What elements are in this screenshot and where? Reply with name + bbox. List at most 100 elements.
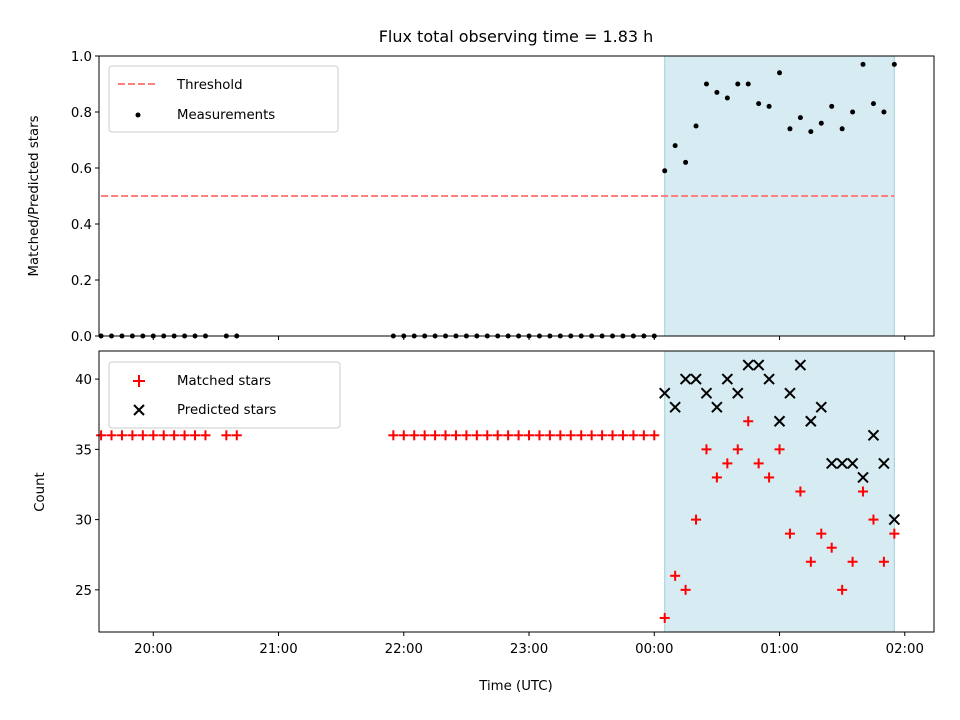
measurement-point: [766, 103, 772, 109]
measurement-point: [839, 126, 845, 132]
bottom-y-axis-label: Count: [33, 472, 48, 512]
predicted-star-point: [846, 457, 859, 470]
predicted-star-point: [752, 359, 765, 371]
legend-measurements-swatch: [135, 112, 141, 118]
predicted-star-point: [721, 373, 734, 385]
measurement-point: [735, 81, 741, 87]
matched-star-point: [450, 430, 461, 441]
predicted-star-point: [659, 387, 671, 399]
measurement-point: [714, 89, 720, 95]
matched-star-point: [649, 430, 660, 441]
measurement-point: [870, 101, 876, 107]
measurement-point: [787, 126, 793, 132]
matched-star-point: [440, 430, 451, 441]
matched-star-point: [555, 430, 566, 441]
predicted-star-point: [700, 387, 713, 399]
predicted-star-point: [826, 457, 838, 470]
measurement-point: [818, 120, 824, 126]
measurement-point: [860, 61, 866, 67]
legend-measurements-label: Measurements: [177, 108, 275, 123]
matched-star-point: [524, 430, 535, 441]
matched-star-point: [826, 542, 837, 553]
matched-star-point: [503, 430, 514, 441]
y-tick-label: 30: [75, 514, 92, 529]
y-tick-label: 25: [75, 584, 92, 599]
measurement-point: [724, 95, 730, 101]
bottom-legend-box: [108, 361, 341, 429]
y-tick-label: 40: [75, 373, 92, 388]
x-tick-label: 02:00: [886, 642, 924, 657]
predicted-star-point: [773, 415, 786, 427]
predicted-star-point: [867, 429, 880, 442]
matched-star-point: [179, 430, 190, 441]
matched-star-point: [597, 430, 608, 441]
matched-star-point: [586, 430, 597, 441]
bottom-legend: Matched stars Predicted stars: [108, 361, 341, 429]
x-tick-label: 00:00: [635, 642, 673, 657]
top-panel: 0.0 0.2 0.4 0.6 0.8 1.0 Matched/Predicted sta…: [27, 50, 935, 345]
matched-star-point: [492, 430, 503, 441]
measurement-point: [703, 81, 709, 87]
predicted-star-point: [794, 359, 807, 371]
measurement-point: [693, 123, 699, 129]
matched-star-point: [513, 430, 524, 441]
matched-star-point: [837, 584, 848, 595]
matched-star-point: [471, 430, 482, 441]
predicted-star-point: [878, 457, 890, 470]
matched-star-point: [544, 430, 555, 441]
matched-star-point: [722, 458, 733, 469]
matched-star-point: [805, 556, 816, 567]
y-tick-label: 0.6: [71, 162, 92, 177]
matched-star-point: [137, 430, 148, 441]
predicted-star-point: [742, 359, 754, 371]
measurement-point: [662, 168, 668, 174]
matched-star-point: [461, 430, 472, 441]
measurement-point: [745, 81, 751, 87]
top-legend: Threshold Measurements: [108, 65, 339, 133]
matched-star-point: [816, 528, 827, 539]
matched-star-point: [398, 430, 409, 441]
matched-star-point: [482, 430, 493, 441]
predicted-star-point: [784, 387, 796, 399]
measurement-point: [756, 101, 762, 107]
matched-star-point: [753, 458, 764, 469]
predicted-star-point: [836, 457, 848, 470]
matched-star-point: [96, 430, 107, 441]
matched-star-point: [774, 444, 785, 455]
matched-star-point: [221, 430, 232, 441]
measurement-point: [672, 143, 678, 149]
legend-threshold-label: Threshold: [176, 78, 243, 93]
legend-matched-label: Matched stars: [177, 374, 271, 389]
x-tick-label: 22:00: [385, 642, 423, 657]
matched-star-point: [847, 556, 858, 567]
matched-star-point: [638, 430, 649, 441]
measurement-point: [850, 109, 856, 115]
matched-star-point: [868, 514, 879, 525]
matched-star-point: [409, 430, 420, 441]
y-tick-label: 1.0: [71, 50, 92, 65]
x-tick-label: 01:00: [760, 642, 798, 657]
bottom-panel: 25 30 35 40 20:00 21:00 22:00 23:00 00:00 01:00 0…: [33, 350, 935, 694]
predicted-star-point: [763, 373, 775, 385]
matched-star-point: [617, 430, 628, 441]
matched-star-point: [628, 430, 639, 441]
matched-star-point: [795, 486, 806, 497]
matched-star-point: [169, 430, 180, 441]
predicted-star-point: [888, 513, 901, 526]
y-tick-label: 35: [75, 443, 92, 458]
observing-window-shade: [664, 55, 895, 337]
matched-star-point: [659, 612, 670, 623]
matched-star-point: [691, 514, 702, 525]
matched-star-point: [388, 430, 399, 441]
y-tick-label: 0.2: [71, 274, 92, 289]
matched-star-point: [430, 430, 441, 441]
legend-predicted-label: Predicted stars: [177, 403, 276, 418]
measurement-point: [891, 61, 897, 67]
predicted-star-point: [732, 387, 744, 399]
y-tick-label: 0.0: [71, 330, 92, 345]
matched-star-point: [670, 570, 681, 581]
matched-star-point: [784, 528, 795, 539]
matched-star-point: [158, 430, 169, 441]
x-tick-label: 21:00: [259, 642, 297, 657]
matched-star-point: [231, 430, 242, 441]
